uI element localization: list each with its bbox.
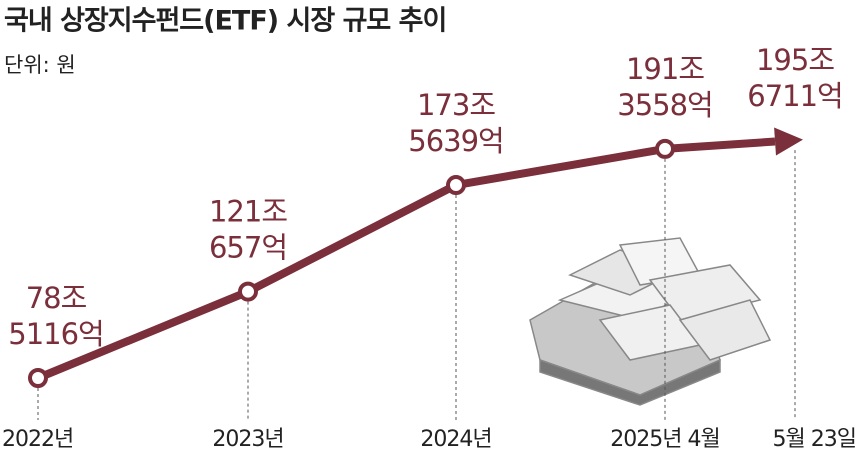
x-tick-label: 5월 23일 [773, 427, 856, 452]
point [446, 175, 466, 196]
value-label: 191조 3558억 [617, 52, 712, 122]
arrow-head [774, 127, 803, 156]
x-tick-label: 2024년 [420, 427, 491, 452]
silver-bars-illustration [529, 237, 772, 406]
chart-title: 국내 상장지수펀드(ETF) 시장 규모 추이 [4, 6, 446, 37]
value-label: 121조 657억 [209, 195, 287, 265]
point [655, 138, 675, 159]
x-tick-label: 2025년 4월 [610, 427, 719, 452]
value-label: 78조 5116억 [8, 281, 103, 351]
point [28, 368, 48, 388]
value-label: 173조 5639억 [408, 88, 503, 158]
point [238, 281, 258, 302]
x-tick-label: 2022년 [2, 427, 73, 452]
chart-subtitle: 단위: 원 [4, 53, 76, 77]
x-tick-label: 2023년 [212, 427, 283, 452]
value-label: 195조 6711억 [747, 43, 842, 113]
